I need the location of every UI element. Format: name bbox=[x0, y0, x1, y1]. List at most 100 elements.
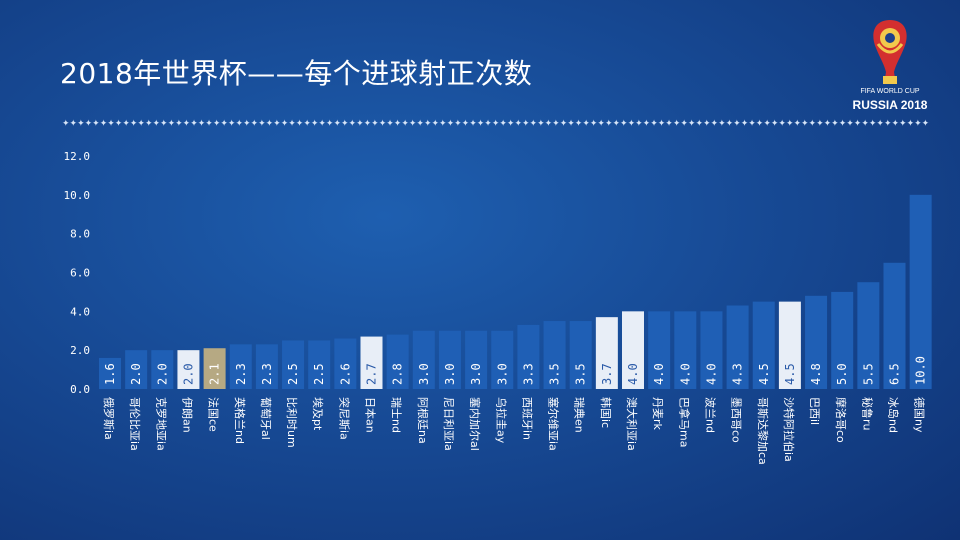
data-label: 5.5 bbox=[861, 363, 875, 385]
category-label: 瑞士nd bbox=[390, 397, 404, 433]
bar bbox=[151, 350, 174, 389]
data-label: 4.5 bbox=[783, 363, 797, 385]
data-label: 3.5 bbox=[548, 363, 562, 385]
data-label: 2.1 bbox=[208, 363, 222, 385]
data-label: 2.7 bbox=[365, 363, 379, 385]
category-label: 克罗地亚ia bbox=[154, 397, 167, 451]
category-label: 摩洛哥co bbox=[834, 397, 848, 443]
category-label: 墨西哥co bbox=[730, 397, 743, 443]
data-label: 3.7 bbox=[600, 363, 614, 385]
bar bbox=[334, 338, 357, 389]
bar bbox=[752, 301, 775, 389]
category-label: 比利时um bbox=[285, 397, 298, 448]
bar bbox=[674, 311, 697, 389]
bar bbox=[595, 317, 618, 389]
category-label: 冰岛nd bbox=[887, 397, 901, 433]
data-label: 4.0 bbox=[652, 363, 666, 385]
bar bbox=[491, 330, 514, 389]
category-label: 秘鲁ru bbox=[860, 397, 874, 431]
bar bbox=[125, 350, 148, 389]
category-label: 瑞典en bbox=[573, 397, 587, 433]
category-label: 埃及pt bbox=[311, 397, 325, 431]
y-tick-label: 12.0 bbox=[64, 150, 91, 163]
category-label: 韩国ic bbox=[599, 397, 613, 428]
category-label: 德国ny bbox=[913, 397, 927, 433]
data-label: 2.8 bbox=[391, 363, 405, 385]
data-label: 6.5 bbox=[888, 363, 902, 385]
bar bbox=[229, 344, 252, 389]
data-label: 5.0 bbox=[835, 363, 849, 385]
bar bbox=[569, 321, 592, 389]
data-label: 4.0 bbox=[704, 363, 718, 385]
y-tick-label: 4.0 bbox=[70, 305, 90, 318]
bar bbox=[883, 262, 906, 389]
category-label: 尼日利亚ia bbox=[442, 397, 455, 451]
bar bbox=[360, 336, 383, 389]
bar bbox=[203, 348, 226, 389]
data-label: 1.6 bbox=[103, 363, 117, 385]
category-label: 澳大利亚ia bbox=[625, 397, 639, 451]
bar bbox=[857, 282, 880, 389]
bar bbox=[831, 291, 854, 389]
category-label: 波兰nd bbox=[703, 397, 716, 433]
category-label: 乌拉圭ay bbox=[494, 397, 508, 444]
y-tick-label: 8.0 bbox=[70, 228, 90, 241]
data-label: 4.3 bbox=[731, 363, 745, 385]
data-label: 4.0 bbox=[626, 363, 640, 385]
bar bbox=[543, 321, 566, 389]
data-label: 4.8 bbox=[809, 363, 823, 385]
bar bbox=[726, 305, 749, 389]
bar bbox=[99, 357, 121, 389]
data-label: 2.3 bbox=[234, 363, 248, 385]
data-label: 2.0 bbox=[155, 363, 169, 385]
data-label: 3.0 bbox=[495, 363, 509, 385]
bar bbox=[909, 194, 932, 389]
bar bbox=[622, 311, 644, 389]
category-label: 沙特阿拉伯ia bbox=[782, 397, 796, 462]
y-axis: 0.0 2.0 4.0 6.0 8.0 10.0 12.0 bbox=[64, 150, 91, 396]
category-label: 哥斯达黎加ca bbox=[756, 397, 770, 465]
category-label: 法国ce bbox=[207, 397, 221, 432]
bar bbox=[778, 301, 801, 389]
bar bbox=[805, 295, 828, 389]
category-label: 俄罗斯ia bbox=[102, 397, 115, 440]
category-label: 丹麦rk bbox=[651, 397, 664, 431]
data-label: 2.3 bbox=[260, 363, 274, 385]
category-label: 巴拿马ma bbox=[677, 397, 691, 447]
data-label: 3.0 bbox=[417, 363, 431, 385]
y-tick-label: 10.0 bbox=[64, 189, 91, 202]
category-label: 哥伦比亚ia bbox=[128, 397, 142, 451]
decorative-divider: ✦✦✦✦✦✦✦✦✦✦✦✦✦✦✦✦✦✦✦✦✦✦✦✦✦✦✦✦✦✦✦✦✦✦✦✦✦✦✦✦… bbox=[62, 119, 930, 129]
data-label: 3.0 bbox=[443, 363, 457, 385]
category-label: 葡萄牙al bbox=[259, 397, 272, 440]
category-label: 阿根廷na bbox=[416, 397, 430, 444]
bar bbox=[648, 311, 671, 389]
category-label: 塞尔维亚ia bbox=[547, 397, 561, 451]
data-label: 3.0 bbox=[469, 363, 483, 385]
bar bbox=[282, 340, 305, 389]
bar bbox=[412, 330, 435, 389]
data-label: 3.5 bbox=[574, 363, 588, 385]
y-tick-label: 2.0 bbox=[70, 344, 90, 357]
bar bbox=[700, 311, 723, 389]
logo-wordmark: RUSSIA 2018 bbox=[852, 98, 928, 112]
bar bbox=[438, 330, 461, 389]
category-label: 伊朗an bbox=[180, 397, 193, 433]
category-label: 日本an bbox=[364, 397, 378, 433]
chart-title: 2018年世界杯——每个进球射正次数 bbox=[60, 57, 533, 90]
category-label: 塞内加尔al bbox=[468, 397, 482, 451]
data-label: 4.5 bbox=[757, 363, 771, 385]
category-label: 巴西il bbox=[808, 397, 821, 425]
bar bbox=[177, 350, 200, 389]
data-label: 2.5 bbox=[286, 363, 300, 385]
data-label: 2.0 bbox=[129, 363, 143, 385]
y-tick-label: 6.0 bbox=[70, 267, 90, 280]
world-cup-trophy-icon bbox=[873, 20, 907, 84]
bar bbox=[465, 330, 488, 389]
logo-subtitle: FIFA WORLD CUP bbox=[860, 88, 920, 95]
bar bbox=[255, 344, 278, 389]
data-label: 3.3 bbox=[521, 363, 535, 385]
data-label: 2.0 bbox=[181, 363, 195, 385]
data-label: 2.6 bbox=[338, 363, 352, 385]
category-label: 突尼斯ia bbox=[337, 397, 351, 440]
